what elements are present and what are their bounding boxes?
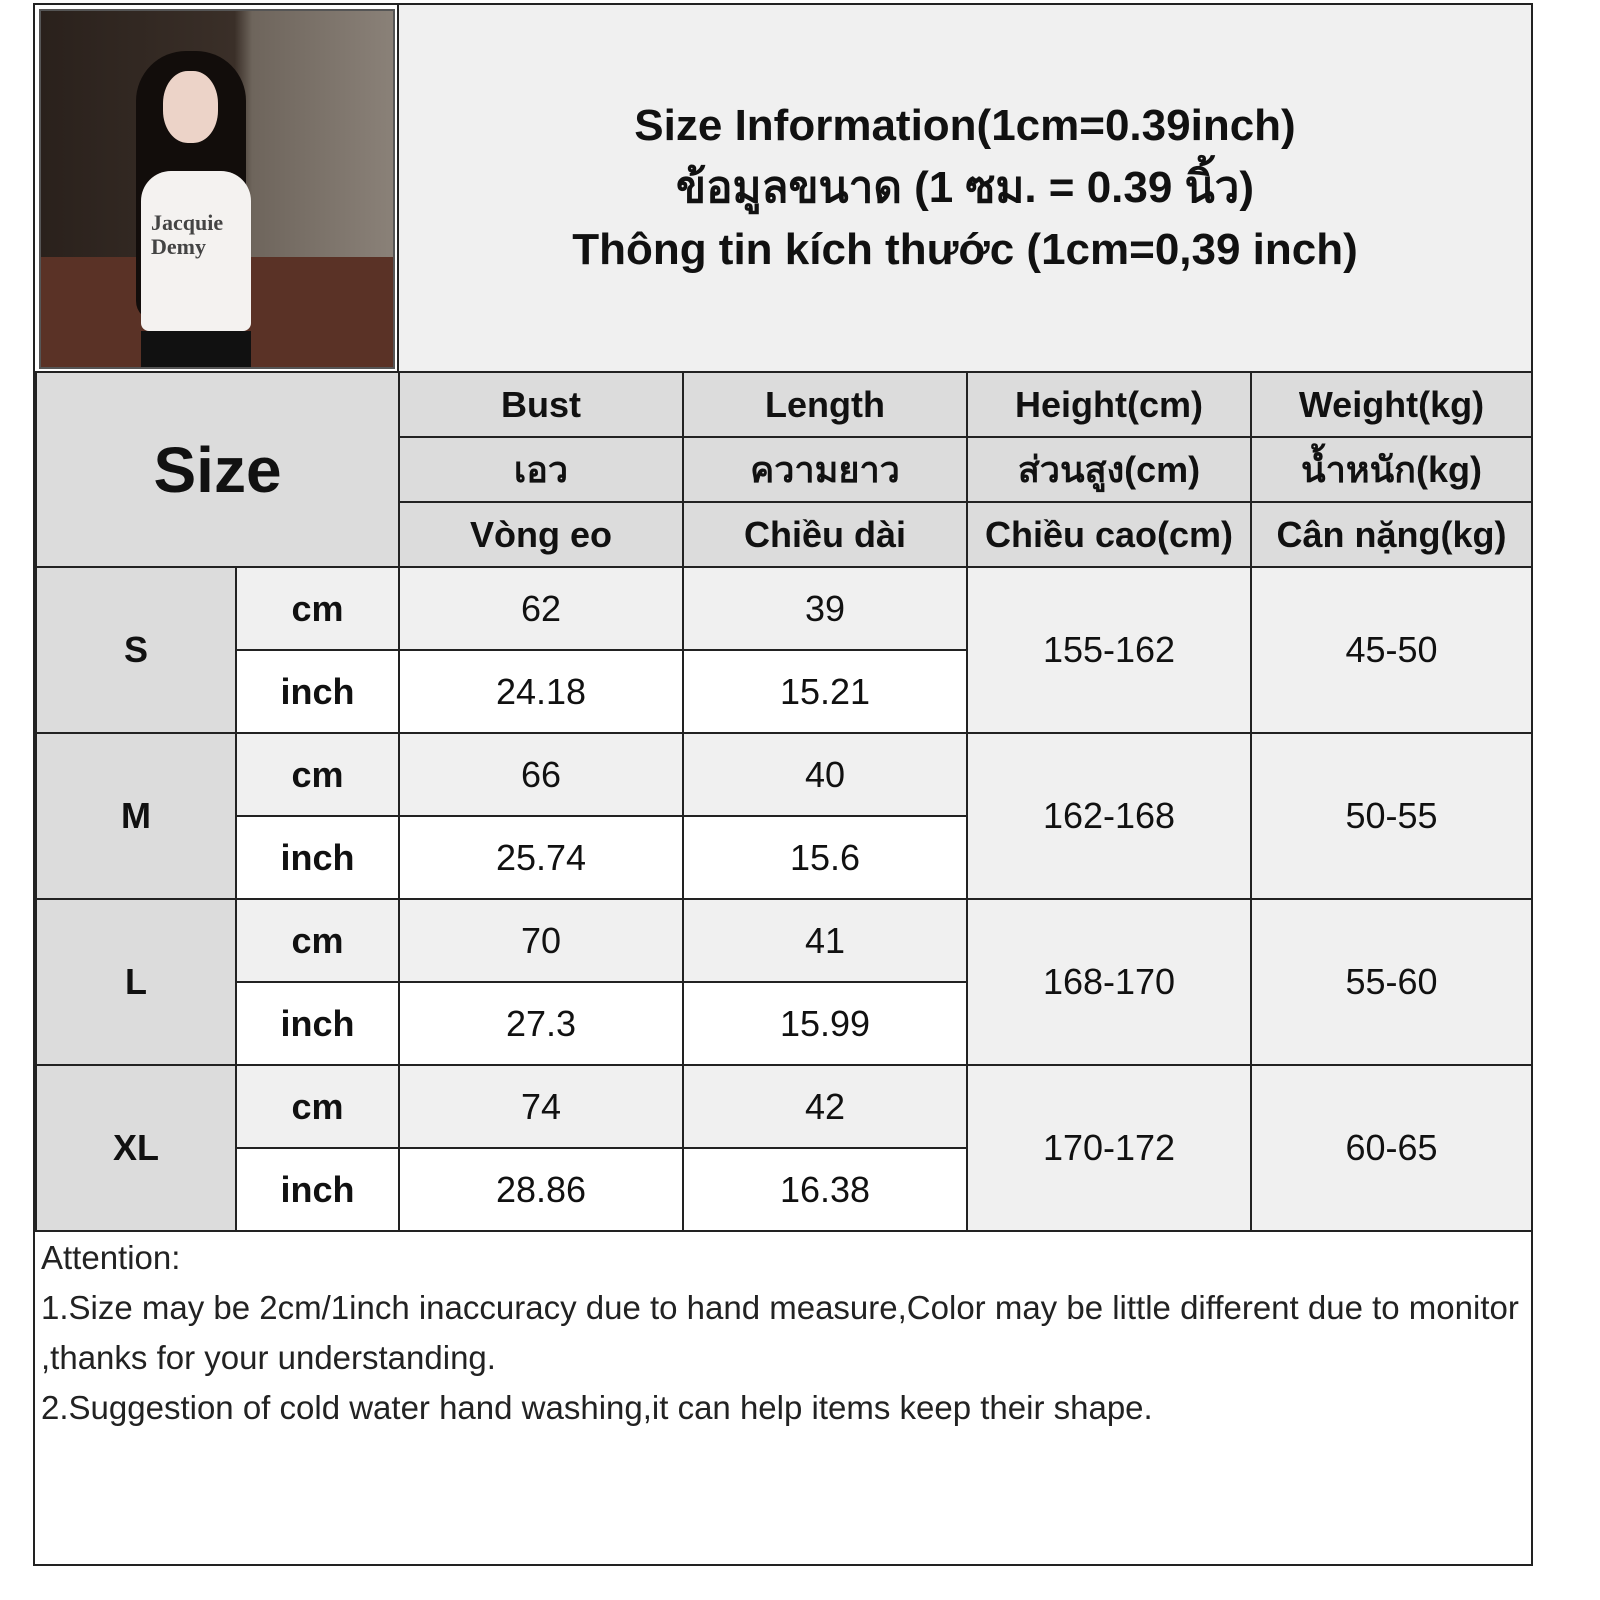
length-inch: 15.6: [682, 815, 968, 900]
weight-range: 60-65: [1250, 1064, 1533, 1232]
size-row-cm: M cm 66 40 162-168 50-55: [35, 732, 1533, 900]
col-bust-vi: Vòng eo: [398, 501, 684, 568]
col-weight-th: น้ำหนัก(kg): [1250, 436, 1533, 503]
height-range: 168-170: [966, 898, 1252, 1066]
length-inch: 16.38: [682, 1147, 968, 1232]
col-weight-en: Weight(kg): [1250, 371, 1533, 438]
length-inch: 15.21: [682, 649, 968, 734]
size-row-inch: inch 24.18 15.21: [36, 649, 1532, 734]
unit-cm: cm: [235, 1064, 400, 1149]
weight-range: 55-60: [1250, 898, 1533, 1066]
title-thai: ข้อมูลขนาด (1 ซม. = 0.39 นิ้ว): [675, 163, 1254, 212]
size-row-inch: inch 28.86 16.38: [36, 1147, 1532, 1232]
length-cm: 39: [682, 566, 968, 651]
title-vietnamese: Thông tin kích thước (1cm=0,39 inch): [572, 225, 1358, 274]
col-weight-vi: Cân nặng(kg): [1250, 501, 1533, 568]
notes-heading: Attention:: [41, 1239, 181, 1276]
col-length-en: Length: [682, 371, 968, 438]
bust-inch: 25.74: [398, 815, 684, 900]
title-english: Size Information(1cm=0.39inch): [634, 101, 1296, 150]
size-row-inch: inch 27.3 15.99: [36, 981, 1532, 1066]
size-row-cm: L cm 70 41 168-170 55-60: [35, 898, 1533, 1066]
attention-notes: Attention: 1.Size may be 2cm/1inch inacc…: [41, 1233, 1521, 1433]
col-bust-th: เอว: [398, 436, 684, 503]
size-table: Size Bust Length Height(cm) Weight(kg) เ…: [35, 371, 1533, 1232]
size-header: Size: [35, 371, 400, 568]
unit-inch: inch: [235, 981, 400, 1066]
size-row-inch: inch 25.74 15.6: [36, 815, 1532, 900]
col-bust-en: Bust: [398, 371, 684, 438]
unit-inch: inch: [235, 649, 400, 734]
size-row-cm: XL cm 74 42 170-172 60-65: [35, 1064, 1533, 1232]
weight-range: 45-50: [1250, 566, 1533, 734]
length-cm: 42: [682, 1064, 968, 1149]
size-row-cm: S cm 62 39 155-162 45-50: [35, 566, 1533, 734]
bust-inch: 27.3: [398, 981, 684, 1066]
size-letter: L: [35, 898, 237, 1066]
bust-cm: 74: [398, 1064, 684, 1149]
weight-range: 50-55: [1250, 732, 1533, 900]
unit-inch: inch: [235, 815, 400, 900]
shirt-print: Jacquie Demy: [151, 210, 224, 259]
bust-inch: 24.18: [398, 649, 684, 734]
size-chart: Jacquie Demy Size Information(1cm=0.39in…: [33, 3, 1533, 1566]
height-range: 170-172: [966, 1064, 1252, 1232]
unit-cm: cm: [235, 566, 400, 651]
height-range: 155-162: [966, 566, 1252, 734]
note-item: 2.Suggestion of cold water hand washing,…: [41, 1389, 1153, 1426]
note-item: 1.Size may be 2cm/1inch inaccuracy due t…: [41, 1289, 1519, 1376]
bust-cm: 66: [398, 732, 684, 817]
col-length-vi: Chiều dài: [682, 501, 968, 568]
size-info-title: Size Information(1cm=0.39inch) ข้อมูลขนา…: [397, 5, 1531, 371]
height-range: 162-168: [966, 732, 1252, 900]
col-length-th: ความยาว: [682, 436, 968, 503]
bust-inch: 28.86: [398, 1147, 684, 1232]
unit-inch: inch: [235, 1147, 400, 1232]
bust-cm: 70: [398, 898, 684, 983]
unit-cm: cm: [235, 732, 400, 817]
size-letter: S: [35, 566, 237, 734]
unit-cm: cm: [235, 898, 400, 983]
col-height-vi: Chiều cao(cm): [966, 501, 1252, 568]
col-height-th: ส่วนสูง(cm): [966, 436, 1252, 503]
length-cm: 41: [682, 898, 968, 983]
product-photo: Jacquie Demy: [39, 9, 395, 369]
length-inch: 15.99: [682, 981, 968, 1066]
bust-cm: 62: [398, 566, 684, 651]
size-letter: XL: [35, 1064, 237, 1232]
size-letter: M: [35, 732, 237, 900]
col-height-en: Height(cm): [966, 371, 1252, 438]
length-cm: 40: [682, 732, 968, 817]
